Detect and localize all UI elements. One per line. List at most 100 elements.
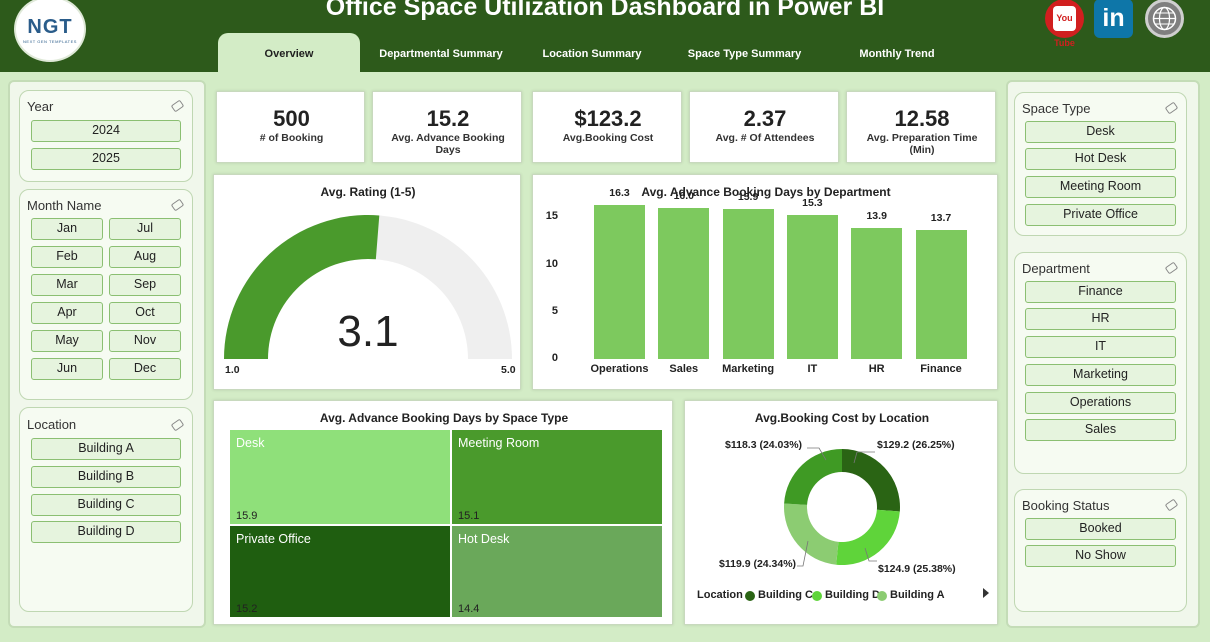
department-option[interactable]: HR (1025, 308, 1176, 330)
month-option[interactable]: Nov (109, 330, 181, 352)
gauge-title: Avg. Rating (1-5) (320, 185, 416, 199)
year-slicer-title: Year (27, 99, 54, 114)
treemap-tile-name: Desk (236, 436, 265, 450)
donut-slice-label: $124.9 (25.38%) (878, 563, 956, 575)
treemap-tile-name: Private Office (236, 532, 311, 546)
kpi-label: Avg. # Of Attendees (715, 132, 815, 144)
donut-slice[interactable] (784, 449, 842, 505)
tab-departmental-summary[interactable]: Departmental Summary (379, 48, 503, 60)
treemap-tile-desk[interactable]: Desk 15.9 (230, 430, 450, 524)
legend-item[interactable]: Building C (758, 589, 813, 601)
bar[interactable] (915, 229, 967, 359)
month-option[interactable]: Mar (31, 274, 103, 296)
month-option[interactable]: Sep (109, 274, 181, 296)
treemap-tile-private-office[interactable]: Private Office 15.2 (230, 526, 450, 617)
bar-value-label: 13.9 (866, 209, 887, 222)
month-option[interactable]: Oct (109, 302, 181, 324)
linkedin-icon[interactable]: in (1094, 0, 1133, 38)
location-option[interactable]: Building A (31, 438, 181, 460)
department-option[interactable]: IT (1025, 336, 1176, 358)
space-type-treemap-card: Avg. Advance Booking Days by Space Type … (213, 400, 673, 625)
kpi-label: Avg. Preparation Time (Min) (866, 132, 978, 156)
year-option-2024[interactable]: 2024 (31, 120, 181, 142)
donut-slice-label: $119.9 (24.34%) (719, 558, 797, 570)
donut-slice[interactable] (842, 449, 900, 512)
kpi-card: 2.37 Avg. # Of Attendees (689, 91, 839, 163)
space-type-slicer-title: Space Type (1022, 101, 1091, 116)
month-option[interactable]: Apr (31, 302, 103, 324)
website-globe-icon[interactable] (1145, 0, 1184, 38)
bar[interactable] (786, 214, 838, 359)
location-option[interactable]: Building C (31, 494, 181, 516)
legend-next-arrow-icon[interactable] (983, 588, 989, 598)
treemap-tile-value: 15.1 (458, 510, 480, 522)
clear-filter-icon[interactable] (1164, 261, 1179, 275)
month-option[interactable]: Jul (109, 218, 181, 240)
ngt-logo: NGT NEXT GEN TEMPLATES (14, 0, 86, 62)
month-option[interactable]: Jun (31, 358, 103, 380)
kpi-value: 12.58 (894, 106, 950, 131)
bar-value-label: 16.3 (609, 187, 630, 200)
tab-monthly-trend[interactable]: Monthly Trend (859, 48, 935, 60)
department-bar-chart-card: Avg. Advance Booking Days by Department … (532, 174, 998, 390)
month-option[interactable]: May (31, 330, 103, 352)
location-option[interactable]: Building D (31, 521, 181, 543)
treemap-title: Avg. Advance Booking Days by Space Type (319, 411, 569, 425)
gauge-min-label: 1.0 (225, 364, 240, 376)
legend-item[interactable]: Building D (825, 589, 880, 601)
bar-category-label: Marketing (722, 363, 775, 375)
rating-gauge (224, 215, 512, 359)
bar-chart-plot: 15 10 5 0 16.3 Operations 16.0 Sales 15.9 Marketi… (533, 175, 999, 391)
month-slicer-title: Month Name (27, 198, 102, 213)
location-donut-card: Avg.Booking Cost by Location $129.2 (26.… (684, 400, 998, 625)
location-option[interactable]: Building B (31, 466, 181, 488)
legend-marker (877, 591, 887, 601)
tab-location-summary[interactable]: Location Summary (542, 48, 642, 60)
clear-filter-icon[interactable] (170, 198, 185, 212)
booking-status-option[interactable]: No Show (1025, 545, 1176, 567)
booking-status-option[interactable]: Booked (1025, 518, 1176, 540)
kpi-card: 12.58 Avg. Preparation Time (Min) (846, 91, 996, 163)
year-option-2025[interactable]: 2025 (31, 148, 181, 170)
bar-category-label: Finance (920, 363, 962, 375)
legend-item[interactable]: Building A (890, 589, 945, 601)
clear-filter-icon[interactable] (1164, 498, 1179, 512)
legend-title: Location (697, 589, 743, 601)
legend-marker (812, 591, 822, 601)
clear-filter-icon[interactable] (170, 418, 185, 432)
donut-slice[interactable] (784, 503, 839, 565)
department-option[interactable]: Operations (1025, 392, 1176, 414)
youtube-icon[interactable]: You Tube (1045, 0, 1084, 48)
treemap-tile-hot-desk[interactable]: Hot Desk 14.4 (452, 526, 662, 617)
bar-value-label: 16.0 (673, 189, 695, 202)
booking-status-slicer: Booking Status Booked No Show (1014, 489, 1187, 612)
space-type-option[interactable]: Hot Desk (1025, 148, 1176, 170)
dashboard-title: Office Space Utilization Dashboard in Po… (325, 0, 885, 21)
department-option[interactable]: Finance (1025, 281, 1176, 303)
month-option[interactable]: Aug (109, 246, 181, 268)
department-option[interactable]: Sales (1025, 419, 1176, 441)
department-slicer-title: Department (1022, 261, 1090, 276)
bar-chart-title: Avg. Advance Booking Days by Department (641, 185, 891, 199)
space-type-option[interactable]: Desk (1025, 121, 1176, 143)
bar-category-label: Sales (669, 363, 699, 375)
treemap-tile-value: 15.2 (236, 603, 258, 615)
space-type-option[interactable]: Meeting Room (1025, 176, 1176, 198)
location-slicer-title: Location (27, 417, 77, 432)
bar[interactable] (658, 207, 710, 359)
clear-filter-icon[interactable] (170, 99, 185, 113)
treemap-tile-meeting-room[interactable]: Meeting Room 15.1 (452, 430, 662, 524)
bar[interactable] (851, 227, 903, 359)
clear-filter-icon[interactable] (1164, 101, 1179, 115)
month-option[interactable]: Jan (31, 218, 103, 240)
space-type-option[interactable]: Private Office (1025, 204, 1176, 226)
bar[interactable] (722, 208, 774, 359)
tab-space-type-summary[interactable]: Space Type Summary (687, 48, 802, 60)
month-option[interactable]: Dec (109, 358, 181, 380)
tab-overview[interactable]: Overview (218, 33, 360, 72)
kpi-value: $123.2 (574, 106, 642, 131)
month-option[interactable]: Feb (31, 246, 103, 268)
department-option[interactable]: Marketing (1025, 364, 1176, 386)
bar[interactable] (594, 205, 645, 359)
donut-slice[interactable] (836, 509, 900, 565)
